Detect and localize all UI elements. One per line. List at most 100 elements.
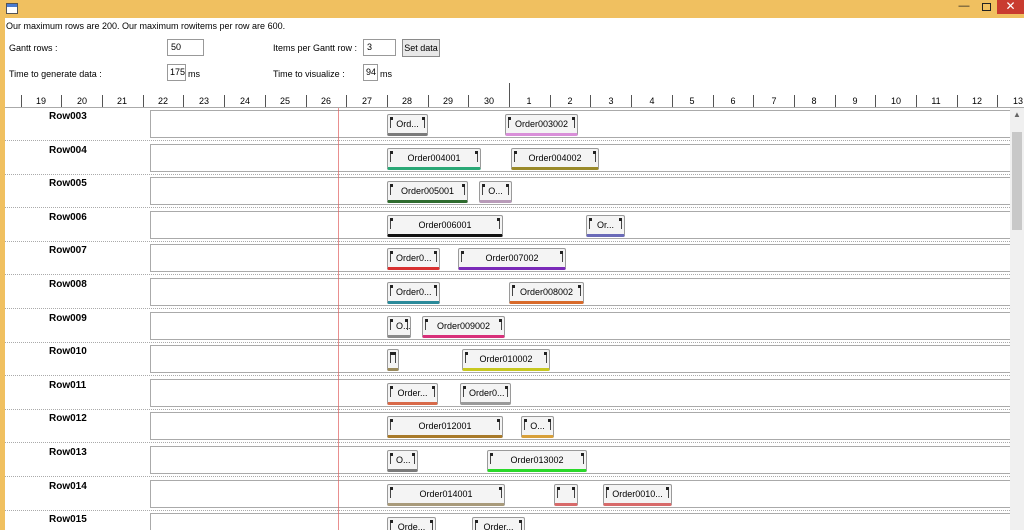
timeline-tick [997, 95, 998, 107]
resize-handle-right-icon[interactable] [433, 251, 437, 262]
resize-handle-left-icon[interactable] [390, 218, 394, 229]
gantt-item-label: Order012001 [418, 421, 472, 431]
gantt-item[interactable]: Order013002 [487, 450, 587, 472]
resize-handle-left-icon[interactable] [490, 453, 494, 464]
resize-handle-right-icon[interactable] [518, 520, 522, 530]
resize-handle-right-icon[interactable] [496, 218, 500, 229]
resize-handle-right-icon[interactable] [618, 218, 622, 229]
gantt-item[interactable] [387, 349, 399, 371]
resize-handle-right-icon[interactable] [543, 352, 547, 363]
gantt-item-label: Order013002 [510, 455, 564, 465]
resize-handle-left-icon[interactable] [390, 520, 394, 530]
resize-handle-right-icon[interactable] [571, 117, 575, 128]
resize-handle-right-icon[interactable] [504, 386, 508, 397]
gantt-item[interactable]: Order004001 [387, 148, 481, 170]
resize-handle-right-icon[interactable] [571, 487, 575, 498]
resize-handle-left-icon[interactable] [524, 419, 528, 430]
gantt-item[interactable]: Order0... [460, 383, 511, 405]
gantt-item[interactable]: O... [387, 450, 418, 472]
resize-handle-right-icon[interactable] [665, 487, 669, 498]
gantt-item[interactable]: Order0... [387, 282, 440, 304]
gantt-item[interactable]: Order005001 [387, 181, 468, 203]
gantt-rows-input[interactable]: 50 [167, 39, 204, 56]
resize-handle-left-icon[interactable] [461, 251, 465, 262]
resize-handle-left-icon[interactable] [465, 352, 469, 363]
gantt-item[interactable]: Order010002 [462, 349, 550, 371]
items-per-row-input[interactable]: 3 [363, 39, 396, 56]
gantt-item[interactable]: Order0... [387, 248, 440, 270]
maximize-button[interactable] [975, 0, 997, 14]
resize-handle-left-icon[interactable] [514, 151, 518, 162]
gantt-item[interactable]: Order0010... [603, 484, 672, 506]
gantt-item[interactable]: Order... [387, 383, 438, 405]
resize-handle-left-icon[interactable] [463, 386, 467, 397]
resize-handle-left-icon[interactable] [425, 319, 429, 330]
resize-handle-right-icon[interactable] [461, 184, 465, 195]
gantt-item[interactable]: Order004002 [511, 148, 599, 170]
gantt-item[interactable]: Order014001 [387, 484, 505, 506]
set-data-button[interactable]: Set data [402, 39, 440, 57]
scroll-up-icon[interactable]: ▲ [1013, 110, 1021, 119]
resize-handle-left-icon[interactable] [508, 117, 512, 128]
gantt-item[interactable]: Ord... [387, 114, 428, 136]
resize-handle-left-icon[interactable] [390, 184, 394, 195]
close-button[interactable]: ✕ [997, 0, 1024, 14]
resize-handle-left-icon[interactable] [390, 319, 394, 330]
resize-handle-right-icon[interactable] [547, 419, 551, 430]
resize-handle-right-icon[interactable] [505, 184, 509, 195]
gantt-item[interactable]: O... [479, 181, 512, 203]
timeline-tick [713, 95, 714, 107]
gantt-item[interactable]: O... [387, 316, 411, 338]
resize-handle-left-icon[interactable] [390, 487, 394, 498]
gantt-item[interactable]: Order003002 [505, 114, 578, 136]
resize-handle-right-icon[interactable] [392, 352, 396, 363]
gantt-row: Row015 Orde... Order... [5, 511, 1010, 530]
resize-handle-left-icon[interactable] [390, 285, 394, 296]
gantt-item[interactable]: O... [521, 416, 554, 438]
vertical-scrollbar[interactable]: ▲ [1010, 108, 1024, 530]
gantt-item[interactable]: Order006001 [387, 215, 503, 237]
resize-handle-right-icon[interactable] [433, 285, 437, 296]
row-divider [5, 140, 1010, 141]
resize-handle-left-icon[interactable] [390, 251, 394, 262]
gantt-item[interactable]: Orde... [387, 517, 436, 530]
resize-handle-left-icon[interactable] [390, 386, 394, 397]
resize-handle-right-icon[interactable] [580, 453, 584, 464]
gantt-item[interactable]: Order007002 [458, 248, 566, 270]
resize-handle-right-icon[interactable] [496, 419, 500, 430]
resize-handle-right-icon[interactable] [498, 319, 502, 330]
resize-handle-right-icon[interactable] [411, 453, 415, 464]
resize-handle-left-icon[interactable] [512, 285, 516, 296]
resize-handle-left-icon[interactable] [390, 352, 394, 363]
gantt-item-label: Order007002 [485, 253, 539, 263]
scroll-thumb[interactable] [1012, 132, 1022, 230]
resize-handle-right-icon[interactable] [431, 386, 435, 397]
row-divider [5, 442, 1010, 443]
minimize-button[interactable]: — [958, 0, 970, 12]
resize-handle-right-icon[interactable] [421, 117, 425, 128]
resize-handle-left-icon[interactable] [390, 453, 394, 464]
resize-handle-right-icon[interactable] [404, 319, 408, 330]
gantt-item[interactable]: Order... [472, 517, 525, 530]
resize-handle-left-icon[interactable] [390, 419, 394, 430]
gantt-item[interactable]: Or... [586, 215, 625, 237]
timeline-label: 30 [483, 96, 494, 106]
resize-handle-left-icon[interactable] [557, 487, 561, 498]
resize-handle-right-icon[interactable] [559, 251, 563, 262]
gantt-item[interactable] [554, 484, 578, 506]
resize-handle-right-icon[interactable] [429, 520, 433, 530]
resize-handle-right-icon[interactable] [474, 151, 478, 162]
resize-handle-right-icon[interactable] [498, 487, 502, 498]
resize-handle-right-icon[interactable] [592, 151, 596, 162]
resize-handle-left-icon[interactable] [390, 151, 394, 162]
gantt-item[interactable]: Order012001 [387, 416, 503, 438]
gantt-item[interactable]: Order009002 [422, 316, 505, 338]
resize-handle-left-icon[interactable] [589, 218, 593, 229]
resize-handle-left-icon[interactable] [482, 184, 486, 195]
resize-handle-left-icon[interactable] [390, 117, 394, 128]
resize-handle-left-icon[interactable] [606, 487, 610, 498]
resize-handle-right-icon[interactable] [577, 285, 581, 296]
gantt-item[interactable]: Order008002 [509, 282, 584, 304]
timeline-tick [753, 95, 754, 107]
resize-handle-left-icon[interactable] [475, 520, 479, 530]
